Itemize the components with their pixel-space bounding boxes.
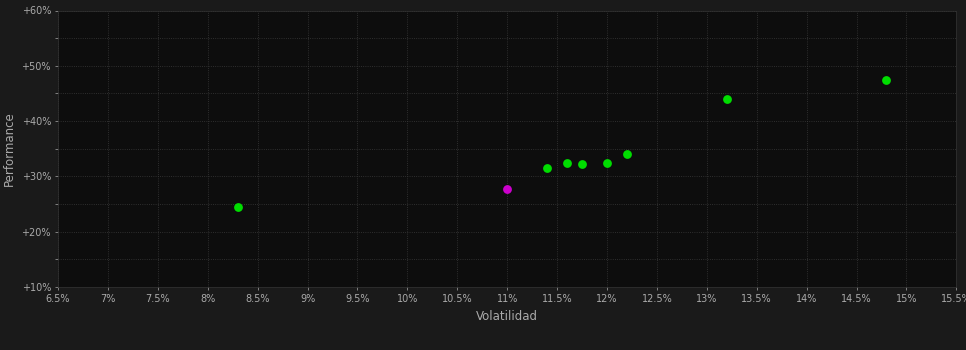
Point <box>559 160 575 166</box>
Y-axis label: Performance: Performance <box>3 111 16 186</box>
Point <box>879 77 895 83</box>
Point <box>230 204 245 210</box>
Point <box>574 161 589 167</box>
X-axis label: Volatilidad: Volatilidad <box>476 309 538 322</box>
Point <box>719 96 734 102</box>
Point <box>539 165 554 171</box>
Point <box>599 160 614 166</box>
Point <box>619 152 635 157</box>
Point <box>499 186 515 191</box>
